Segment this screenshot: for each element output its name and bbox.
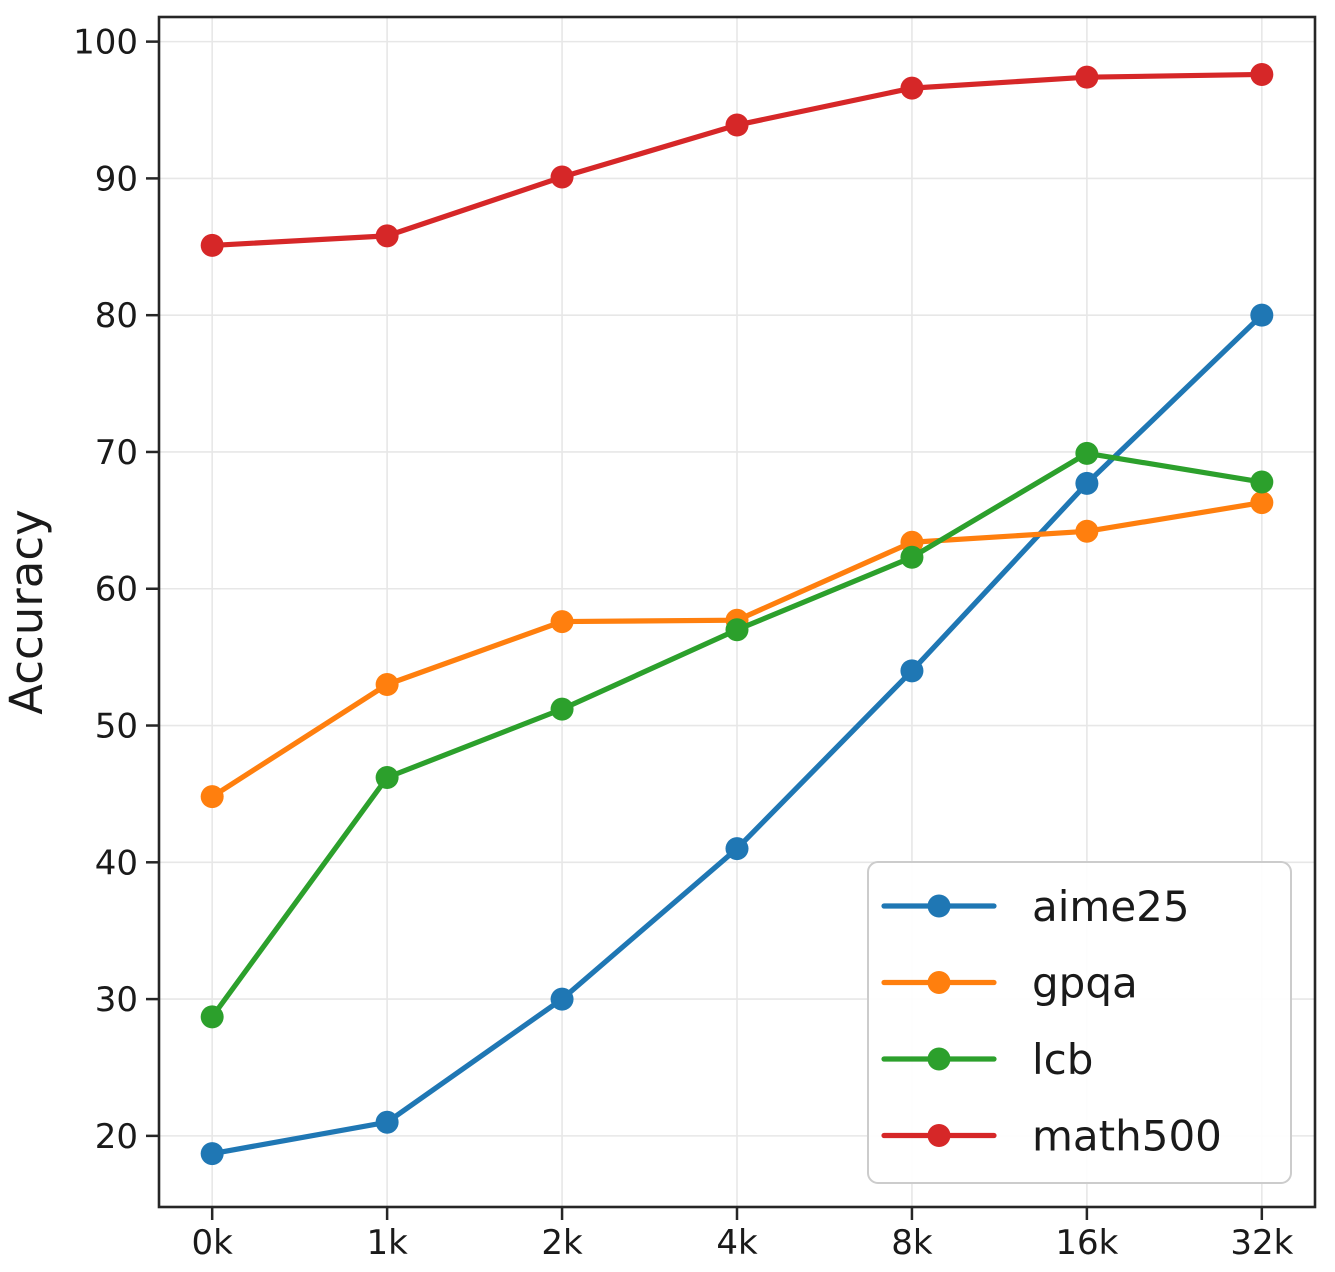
series-point-aime25-1k xyxy=(375,1110,399,1134)
plot-border xyxy=(157,15,1317,1209)
legend-item-lcb: lcb xyxy=(881,1035,1093,1084)
legend-marker-aime25 xyxy=(927,894,951,918)
series-point-lcb-1k xyxy=(375,766,399,790)
x-tick-label-32k: 32k xyxy=(1230,1223,1293,1263)
series-point-aime25-0k xyxy=(200,1142,224,1166)
series-point-gpqa-32k xyxy=(1250,491,1274,515)
x-tick-label-4k: 4k xyxy=(716,1223,758,1263)
series-aime25 xyxy=(200,303,1274,1166)
y-tick-label-60: 60 xyxy=(95,570,138,610)
legend-marker-gpqa xyxy=(927,971,951,994)
y-tick-label-30: 30 xyxy=(95,980,138,1020)
legend: aime25 gpqa lcb math500 xyxy=(867,861,1292,1184)
series-point-math500-4k xyxy=(725,113,749,137)
y-axis-label: Accuracy xyxy=(0,509,53,714)
series-point-lcb-4k xyxy=(725,618,749,642)
series-point-gpqa-16k xyxy=(1075,519,1099,543)
axis-ticks: 0k 1k 2k 4k 8k 16k 32k 20 30 40 50 60 70 80 90 100 xyxy=(73,23,1294,1263)
y-tick-label-40: 40 xyxy=(95,843,138,883)
series-point-math500-32k xyxy=(1250,62,1274,86)
legend-label-lcb: lcb xyxy=(1032,1035,1093,1084)
y-tick-label-20: 20 xyxy=(95,1117,138,1157)
series-point-gpqa-1k xyxy=(375,672,399,696)
legend-marker-lcb xyxy=(927,1047,951,1071)
series-point-gpqa-2k xyxy=(550,610,574,634)
x-tick-label-8k: 8k xyxy=(891,1223,933,1263)
x-tick-label-16k: 16k xyxy=(1055,1223,1118,1263)
x-tick-label-2k: 2k xyxy=(541,1223,583,1263)
series-point-lcb-16k xyxy=(1075,441,1099,465)
series-point-lcb-2k xyxy=(550,697,574,721)
series-point-lcb-8k xyxy=(900,545,924,569)
y-tick-label-50: 50 xyxy=(95,707,138,747)
legend-label-math500: math500 xyxy=(1032,1112,1222,1161)
y-tick-label-100: 100 xyxy=(73,23,138,63)
series-point-aime25-32k xyxy=(1250,303,1274,327)
y-tick-label-70: 70 xyxy=(95,433,138,473)
series-point-math500-2k xyxy=(550,165,574,189)
y-tick-label-90: 90 xyxy=(95,159,138,199)
legend-item-gpqa: gpqa xyxy=(881,959,1138,1008)
series-point-math500-1k xyxy=(375,224,399,248)
legend-box xyxy=(867,861,1292,1184)
series-point-aime25-8k xyxy=(900,659,924,683)
series-math500 xyxy=(200,62,1274,257)
series-point-aime25-2k xyxy=(550,987,574,1011)
legend-item-aime25: aime25 xyxy=(881,882,1190,931)
x-tick-label-1k: 1k xyxy=(366,1223,408,1263)
y-tick-label-80: 80 xyxy=(95,296,138,336)
series-point-lcb-0k xyxy=(200,1005,224,1029)
legend-label-aime25: aime25 xyxy=(1032,882,1190,931)
legend-item-math500: math500 xyxy=(881,1112,1222,1161)
x-tick-label-0k: 0k xyxy=(192,1223,234,1263)
series-point-math500-8k xyxy=(900,76,924,100)
series-point-aime25-4k xyxy=(725,837,749,861)
series-point-lcb-32k xyxy=(1250,470,1274,494)
legend-label-gpqa: gpqa xyxy=(1032,959,1138,1008)
legend-marker-math500 xyxy=(927,1124,951,1147)
series-lcb xyxy=(200,441,1274,1029)
series-point-math500-0k xyxy=(200,233,224,257)
series-point-gpqa-0k xyxy=(200,785,224,809)
series-point-aime25-16k xyxy=(1075,471,1099,495)
series-point-math500-16k xyxy=(1075,65,1099,89)
